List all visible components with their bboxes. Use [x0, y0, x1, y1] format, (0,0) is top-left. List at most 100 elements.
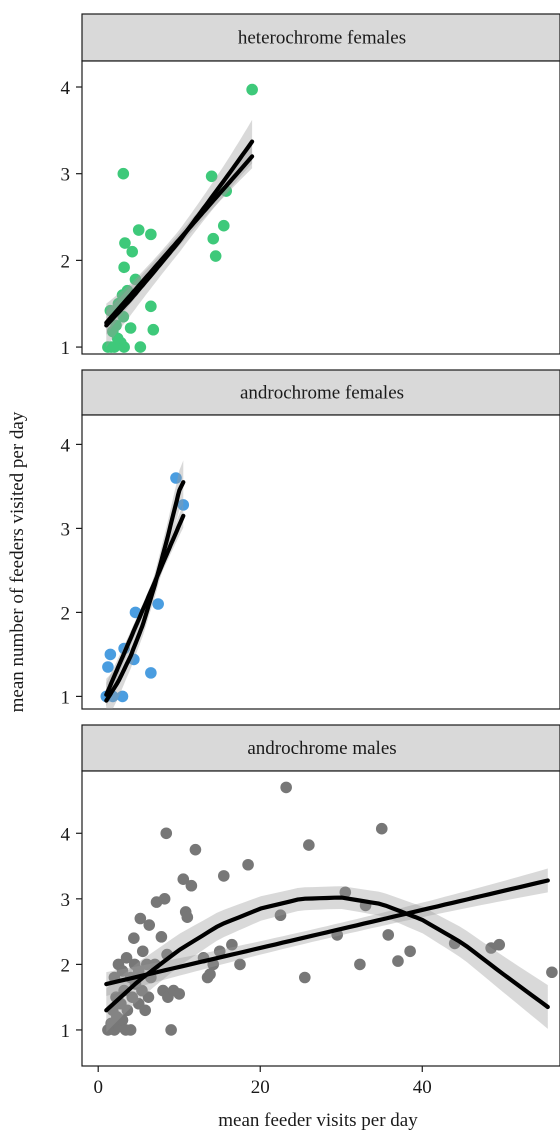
fit-quadratic-line [104, 480, 186, 703]
strip-label: heterochrome females [238, 28, 406, 49]
data-point [145, 667, 157, 679]
data-point [392, 955, 404, 967]
data-point [121, 1004, 134, 1017]
strip-label: androchrome females [240, 383, 404, 404]
data-point [189, 843, 202, 856]
panel-androchrome-males: androchrome males 1 2 3 4 [61, 724, 560, 1067]
data-point [226, 938, 238, 951]
fit-quadratic-band [106, 460, 184, 709]
data-point [152, 598, 164, 610]
data-point [134, 912, 147, 925]
data-point [177, 873, 190, 885]
y-tick-label: 2 [61, 251, 71, 272]
data-point [404, 945, 416, 958]
data-point [126, 245, 139, 258]
data-point [155, 931, 168, 943]
data-point [117, 310, 130, 323]
x-tick-label: 20 [251, 1077, 270, 1098]
data-point [143, 919, 156, 931]
data-point [209, 250, 222, 262]
data-point [142, 991, 155, 1003]
data-point [181, 911, 194, 923]
data-point [173, 988, 186, 1000]
y-axis-title: mean number of feeders visited per day [7, 411, 28, 712]
y-tick-label: 1 [61, 687, 71, 708]
data-point [217, 219, 230, 232]
fit-quadratic-band [106, 119, 253, 348]
data-point [119, 237, 131, 249]
data-point [141, 958, 153, 971]
data-point [298, 971, 311, 984]
y-tick-label: 2 [61, 603, 71, 624]
y-tick-label: 4 [61, 824, 71, 845]
strip-header [81, 724, 560, 772]
data-point [303, 839, 315, 851]
data-point [493, 938, 506, 951]
data-point [116, 965, 129, 977]
x-tick-label: 40 [413, 1077, 432, 1098]
fit-linear-line [104, 154, 255, 325]
data-point [185, 879, 198, 892]
data-point [158, 893, 171, 905]
panel-androchrome-females: androchrome females 1 2 3 4 [61, 369, 560, 710]
data-point [117, 167, 130, 180]
data-point [118, 341, 130, 353]
plot-frame [81, 770, 560, 1067]
data-point [354, 958, 366, 971]
y-tick-label: 1 [61, 338, 71, 359]
plot-frame [81, 60, 560, 355]
data-point [118, 261, 130, 274]
fit-quadratic-line [104, 895, 550, 1013]
data-point [242, 858, 254, 871]
data-point [375, 822, 388, 835]
data-point [102, 661, 114, 673]
fit-linear-line [104, 878, 550, 987]
data-point [213, 945, 226, 958]
data-point [234, 958, 246, 971]
y-tick-label: 1 [61, 1021, 71, 1042]
data-point [110, 319, 122, 332]
fit-linear-line [104, 513, 186, 697]
y-tick-label: 4 [61, 78, 71, 99]
data-point [382, 929, 395, 941]
data-point [128, 932, 140, 944]
plot-area [100, 460, 190, 709]
panel-heterochrome-females: heterochrome females 1 2 3 4 [61, 13, 560, 359]
strip-header [81, 369, 560, 416]
y-tick-label: 4 [61, 435, 71, 456]
data-point [104, 648, 117, 661]
data-point [204, 968, 216, 981]
data-point [280, 781, 292, 794]
data-point [116, 1014, 129, 1026]
plot-frame [81, 414, 560, 710]
data-point [145, 228, 157, 241]
data-point [120, 952, 133, 964]
data-point [134, 341, 147, 353]
data-point [274, 909, 287, 922]
strip-header [81, 13, 560, 62]
data-point [147, 323, 160, 336]
x-tick-label: 0 [93, 1077, 103, 1098]
data-point [136, 945, 149, 958]
strip-label: androchrome males [247, 738, 396, 759]
data-point [165, 1024, 177, 1036]
data-point [546, 966, 558, 979]
data-point [339, 886, 352, 899]
data-point [145, 300, 157, 313]
data-point [129, 273, 142, 286]
data-point [177, 499, 190, 511]
data-point [116, 690, 129, 703]
fit-quadratic-band [106, 886, 548, 1033]
data-point [160, 827, 173, 840]
y-tick-label: 2 [61, 955, 71, 976]
data-point [217, 870, 230, 882]
data-point [246, 83, 258, 96]
data-point [170, 472, 182, 484]
plot-area [102, 83, 258, 353]
x-axis: 0 20 40 [93, 1066, 432, 1098]
data-point [207, 232, 220, 245]
data-point [132, 224, 145, 236]
y-tick-label: 3 [61, 519, 71, 540]
